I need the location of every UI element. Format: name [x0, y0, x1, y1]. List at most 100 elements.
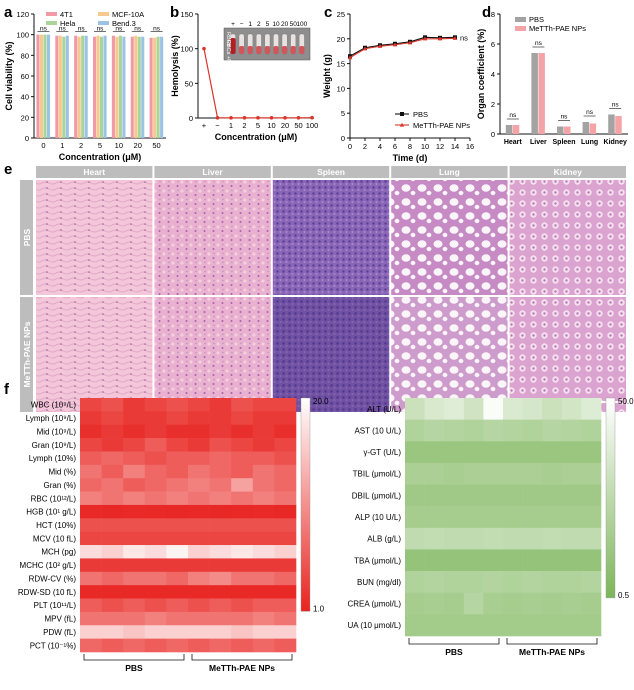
f-cell	[252, 531, 275, 546]
f-cell	[101, 398, 124, 412]
a-legend-swatch	[98, 21, 109, 25]
c-annotation-ns: ns	[460, 33, 468, 42]
c-x-tick-label: 4	[378, 142, 382, 151]
f-cell	[166, 464, 189, 479]
a-significance-label: ns	[153, 26, 161, 33]
f-cell	[123, 545, 146, 559]
g-cell	[503, 614, 523, 637]
a-bar-Hela	[156, 36, 160, 138]
e-histology-image-heart-1	[36, 297, 153, 412]
f-cell	[166, 611, 189, 626]
f-cell	[123, 438, 146, 452]
g-row-label: DBIL (μmol/L)	[352, 491, 402, 500]
c-x-tick-label: 0	[348, 142, 352, 151]
g-row-label: γ-GT (U/L)	[363, 448, 401, 457]
f-cell	[252, 558, 275, 573]
f-row-label: PDW (fL)	[43, 628, 76, 637]
panel-letter-d: d	[482, 4, 491, 21]
g-row-label: CREA (μmol/L)	[347, 600, 401, 609]
d-significance-label: ns	[586, 109, 594, 116]
g-cell	[561, 614, 582, 637]
e-column-header	[509, 166, 626, 178]
a-significance-label: ns	[40, 26, 48, 33]
f-cell	[188, 478, 210, 492]
f-cell	[80, 571, 102, 586]
f-cell	[252, 438, 275, 452]
f-cell	[101, 451, 124, 466]
c-legend-marker	[399, 122, 405, 127]
f-cell	[80, 478, 102, 492]
f-cell	[231, 585, 254, 599]
b-y-tick-label: 150	[180, 10, 193, 19]
b-inset-label: 100	[296, 21, 307, 28]
a-x-tick-label: 1	[60, 141, 64, 150]
f-cell	[274, 424, 297, 439]
c-legend-label: MeTTh-PAE NPs	[413, 121, 470, 130]
f-cell	[144, 545, 167, 559]
f-cell	[274, 398, 297, 412]
g-cell	[542, 441, 563, 464]
g-cell	[542, 614, 563, 637]
a-significance-label: ns	[78, 26, 86, 33]
a-significance-label: ns	[134, 26, 142, 33]
f-cell	[231, 491, 254, 506]
d-x-tick-label: Kidney	[604, 139, 627, 146]
d-significance-label: ns	[509, 112, 517, 119]
g-cell	[424, 441, 445, 464]
f-cell	[123, 451, 146, 466]
b-point	[242, 115, 247, 120]
g-cell	[463, 549, 484, 572]
g-cell	[405, 614, 425, 637]
f-cell	[80, 438, 102, 452]
g-cell	[483, 549, 504, 572]
b-inset-tube-blood	[256, 46, 262, 54]
a-bar-4T1	[149, 37, 153, 139]
c-x-tick-label: 6	[393, 142, 397, 151]
f-cell	[252, 451, 275, 466]
f-cell	[166, 638, 189, 653]
g-cell	[444, 614, 465, 637]
f-cell	[166, 504, 189, 519]
f-cell	[144, 424, 167, 439]
b-x-tick-label: 100	[306, 121, 319, 130]
d-significance-label: ns	[561, 114, 569, 121]
a-bar-Hela	[81, 35, 85, 139]
a-y-tick-label: 100	[16, 31, 29, 40]
f-cell	[80, 531, 102, 546]
g-cell	[424, 506, 445, 529]
b-x-tick-label: 2	[242, 121, 246, 130]
c-legend-marker	[400, 112, 404, 116]
g-cell	[503, 527, 523, 550]
f-cell	[166, 598, 189, 613]
f-cell	[252, 491, 275, 506]
c-legend-label: PBS	[413, 110, 428, 119]
f-cell	[274, 451, 297, 466]
f-cell	[252, 545, 275, 559]
g-cell	[542, 527, 563, 550]
g-cell	[405, 398, 425, 420]
c-point	[422, 36, 428, 41]
f-cell	[166, 478, 189, 492]
e-column-label: Heart	[83, 167, 105, 177]
g-cell	[405, 462, 425, 485]
c-point	[407, 40, 413, 45]
f-cell	[209, 518, 232, 532]
a-bar-MCF-10A	[115, 36, 119, 138]
d-bar-PBS	[582, 122, 590, 134]
f-cell	[209, 638, 232, 653]
c-point	[362, 46, 368, 51]
f-cell	[101, 411, 124, 426]
panel-letter-e: e	[4, 161, 12, 178]
f-cell	[123, 518, 146, 532]
f-cell	[252, 598, 275, 613]
f-cell	[80, 638, 102, 653]
a-x-tick-label: 2	[79, 141, 83, 150]
c-x-axis-title: Time (d)	[393, 153, 428, 163]
panel-letter-b: b	[170, 4, 179, 21]
d-bar-PBS	[608, 114, 615, 134]
g-cell	[503, 506, 523, 529]
g-cell	[503, 462, 523, 485]
e-histology-image-spleen-1	[272, 297, 390, 412]
f-cell	[209, 611, 232, 626]
